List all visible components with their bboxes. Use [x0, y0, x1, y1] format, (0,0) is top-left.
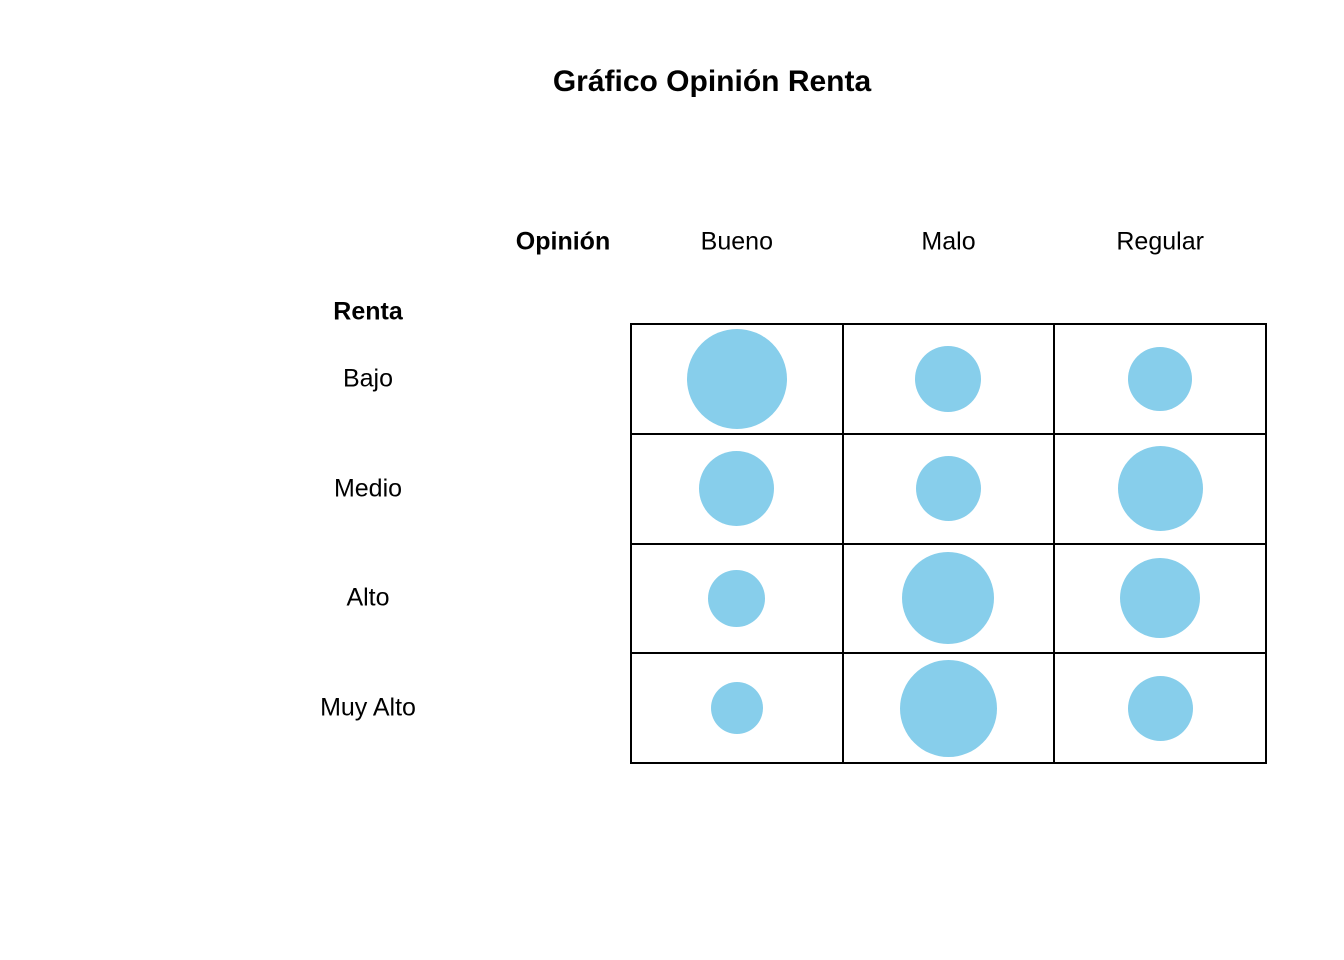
bubble: [915, 345, 982, 412]
grid-cell-bajo-regular: [1055, 325, 1265, 433]
row-label-bajo: Bajo: [342, 364, 394, 393]
chart-title: Gráfico Opinión Renta: [552, 65, 872, 98]
column-dimension-label: Opinión: [515, 227, 611, 256]
bubble: [899, 659, 997, 757]
bubble: [915, 456, 981, 522]
grid-cell-muy-alto-regular: [1055, 654, 1265, 762]
grid-cell-medio-regular: [1055, 434, 1265, 543]
grid-cell-alto-malo: [843, 544, 1054, 653]
grid-cell-alto-bueno: [632, 544, 842, 653]
column-label-bueno: Bueno: [700, 227, 773, 256]
grid-cell-muy-alto-bueno: [632, 654, 842, 762]
grid-cell-medio-bueno: [632, 434, 842, 543]
column-label-regular: Regular: [1116, 227, 1204, 256]
grid-cell-bajo-malo: [843, 325, 1054, 433]
row-label-muy-alto: Muy Alto: [320, 693, 416, 722]
grid-cell-medio-malo: [843, 434, 1054, 543]
bubble: [686, 328, 787, 429]
bubble: [1120, 558, 1201, 639]
bubble: [1128, 346, 1193, 411]
grid-cell-alto-regular: [1055, 544, 1265, 653]
bubble: [708, 569, 766, 627]
column-label-malo: Malo: [921, 227, 976, 256]
bubble: [1127, 675, 1193, 741]
bubble: [902, 552, 995, 645]
row-label-medio: Medio: [333, 474, 403, 503]
bubble: [710, 682, 763, 735]
row-label-alto: Alto: [346, 583, 390, 612]
balloon-grid: [630, 323, 1267, 764]
grid-cell-bajo-bueno: [632, 325, 842, 433]
bubble: [1117, 446, 1203, 532]
grid-cell-muy-alto-malo: [843, 654, 1054, 762]
bubble: [699, 451, 775, 527]
row-dimension-label: Renta: [333, 297, 403, 326]
